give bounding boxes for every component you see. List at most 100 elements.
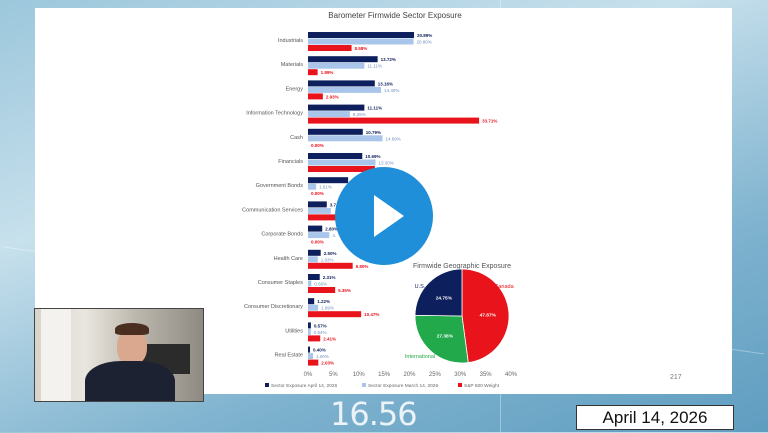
data-label: 2.31%: [323, 275, 336, 280]
category-label: Consumer Staples: [258, 280, 303, 286]
bar-march: [308, 207, 331, 214]
category-label: Consumer Discretionary: [244, 304, 303, 310]
legend-label: S&P 500 Weight: [464, 383, 500, 389]
category-label: Information Technology: [246, 111, 303, 117]
data-label: 4.: [332, 233, 336, 238]
data-label: 20.80%: [417, 40, 432, 45]
bar-april: [308, 225, 323, 232]
bar-sp500: [308, 214, 359, 221]
bar-sp500: [308, 287, 336, 293]
pie-value-label: 27.38%: [437, 333, 454, 339]
data-label: 2.41%: [323, 336, 336, 341]
bar-sp500: [308, 166, 375, 172]
bar-april: [308, 249, 321, 256]
category-label: Health Care: [274, 256, 303, 262]
bar-march: [308, 353, 314, 360]
bar-april: [308, 274, 320, 280]
data-label: 2.80%: [325, 227, 338, 232]
pie-category-label: U.S.: [415, 284, 426, 290]
bar-march: [308, 38, 414, 45]
data-label: 1.00%: [316, 354, 329, 359]
legend-swatch: [458, 383, 462, 387]
chart-title: Barometer Firmwide Sector Exposure: [328, 11, 462, 20]
bar-sp500: [308, 93, 323, 100]
pie-value-label: 47.87%: [480, 312, 497, 318]
x-tick-label: 25%: [429, 372, 442, 378]
legend-label: Sector Exposure April 14, 2026: [271, 383, 337, 389]
x-tick-label: 40%: [505, 372, 518, 378]
data-label: 0.57%: [314, 323, 327, 328]
legend-label: Sector Exposure March 14, 2026: [368, 383, 438, 389]
data-label: 1.61%: [319, 185, 332, 190]
data-label: 0.00%: [311, 143, 324, 148]
data-label: 0.40%: [313, 348, 326, 353]
bar-april: [308, 32, 415, 38]
data-label: 33.71%: [482, 119, 497, 124]
data-label: 11.11%: [367, 64, 382, 69]
data-label: 20.89%: [417, 33, 432, 38]
bar-april: [308, 201, 327, 208]
legend-swatch: [362, 383, 366, 387]
bar-april: [308, 346, 311, 353]
pie-slice-us: [414, 268, 463, 317]
data-label: 14.69%: [386, 136, 401, 141]
window-light: [41, 309, 71, 401]
play-button[interactable]: [335, 167, 433, 265]
category-label: Industrials: [278, 38, 303, 44]
pie-category-label: International: [405, 354, 435, 360]
pie-slice-international: [414, 314, 469, 364]
x-tick-label: 10%: [353, 372, 366, 378]
category-label: Materials: [281, 62, 304, 68]
data-label: 2.03%: [321, 361, 334, 366]
bar-march: [308, 111, 350, 118]
bar-sp500: [308, 311, 362, 318]
data-label: 2.93%: [326, 94, 339, 99]
x-tick-label: 15%: [378, 372, 391, 378]
category-label: Corporate Bonds: [261, 232, 303, 238]
bar-sp500: [308, 359, 319, 366]
x-tick-label: 20%: [403, 372, 416, 378]
presenter-face: [117, 329, 147, 365]
data-label: 11.11%: [367, 106, 382, 111]
data-label: 14.40%: [384, 88, 399, 93]
x-tick-label: 5%: [329, 372, 338, 378]
bar-march: [308, 62, 365, 69]
background-ticker-number: 16.56: [330, 395, 418, 433]
x-tick-label: 30%: [454, 372, 467, 378]
category-label: Real Estate: [275, 353, 303, 359]
data-label: 0.00%: [311, 191, 324, 196]
presenter-hair: [115, 323, 149, 335]
data-label: 0.54%: [314, 330, 327, 335]
x-tick-label: 35%: [480, 372, 493, 378]
category-label: Financials: [278, 159, 303, 165]
data-label: 8.25%: [353, 112, 366, 117]
x-tick-label: 0%: [304, 372, 313, 378]
date-banner: April 14, 2026: [576, 405, 734, 430]
data-label: 10.69%: [365, 154, 380, 159]
bar-sp500: [308, 262, 353, 269]
data-label: 10.47%: [364, 312, 379, 317]
data-label: 1.89%: [321, 70, 334, 75]
sector-exposure-chart: Barometer Firmwide Sector Exposure Indust…: [242, 11, 682, 389]
category-label: Cash: [290, 135, 303, 141]
category-label: Utilities: [285, 328, 303, 334]
bar-march: [308, 135, 383, 142]
bar-april: [308, 298, 315, 305]
bar-sp500: [308, 69, 318, 76]
data-label: 0.00%: [311, 240, 324, 245]
data-label: 1.93%: [321, 257, 334, 262]
data-label: 8.58%: [355, 46, 368, 51]
data-label: 3.7: [330, 202, 337, 207]
legend-swatch: [265, 383, 269, 387]
bar-march: [308, 280, 312, 287]
bar-april: [308, 56, 378, 63]
bar-april: [308, 177, 349, 184]
category-label: Government Bonds: [256, 183, 304, 189]
pie-slice-canada: [461, 268, 510, 364]
bar-march: [308, 159, 376, 166]
category-label: Energy: [286, 86, 304, 92]
pie-title: Firmwide Geographic Exposure: [413, 263, 511, 270]
bar-march: [308, 183, 317, 190]
data-label: 5.35%: [338, 288, 351, 293]
bar-march: [308, 304, 319, 311]
